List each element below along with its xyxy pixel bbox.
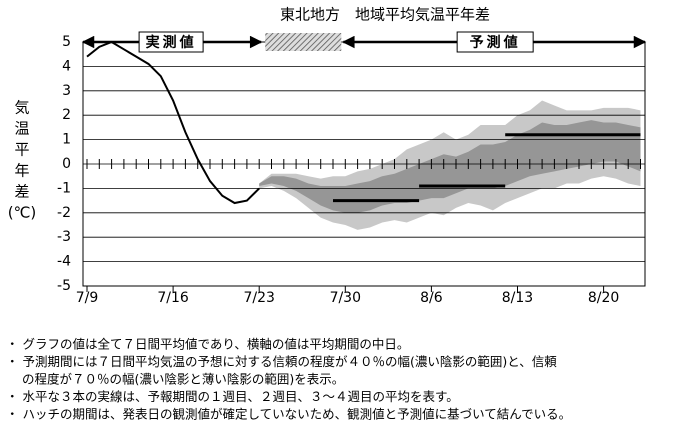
hatch-period (265, 33, 342, 51)
y-tick-label: 5 (62, 34, 71, 50)
x-tick-label: 8/6 (420, 290, 443, 306)
note: の程度が７０％の幅(濃い陰影と薄い陰影の範囲)を表示。 (22, 372, 344, 387)
x-tick-label: 7/16 (157, 290, 189, 306)
note: ・ ハッチの期間は、発表日の観測値が確定していないため、観測値と予測値に基づいて… (6, 407, 571, 422)
y-tick-label: 0 (62, 156, 71, 172)
chart-title: 東北地方 地域平均気温平年差 (280, 6, 490, 24)
y-tick-label: -3 (57, 229, 71, 245)
y-tick-label: -4 (57, 254, 71, 270)
confidence-band (259, 120, 641, 213)
y-axis-label: 年 (14, 162, 29, 180)
note: ・ 予測期間には７日間平均気温の予想に対する信頼の程度が４０％の幅(濃い陰影の範… (6, 354, 557, 369)
y-axis-label: 平 (14, 141, 29, 159)
x-tick-label: 7/30 (330, 290, 361, 306)
observed-label: 実測値 (146, 34, 197, 51)
note: ・ グラフの値は全て７日間平均値であり、横軸の値は平均期間の中日。 (6, 337, 409, 352)
x-tick-label: 8/20 (588, 290, 619, 306)
y-tick-label: 2 (62, 107, 71, 123)
y-axis-label: 差 (14, 183, 29, 201)
y-tick-label: 1 (62, 132, 71, 148)
y-axis-label: 温 (14, 120, 29, 138)
y-tick-label: 3 (62, 83, 71, 99)
label-box (138, 31, 204, 53)
label-box (456, 31, 534, 53)
note: ・ 水平な３本の実線は、予報期間の１週目、２週目、３～４週目の平均を表す。 (6, 389, 459, 404)
x-tick-label: 7/9 (76, 290, 99, 306)
y-tick-label: -5 (57, 278, 71, 294)
y-axis-label: (℃) (8, 204, 37, 222)
y-tick-label: -2 (57, 205, 71, 221)
y-axis-label: 気 (14, 99, 29, 117)
forecast-label: 予測値 (470, 34, 521, 51)
y-tick-label: 4 (62, 58, 71, 74)
x-tick-label: 8/13 (502, 290, 533, 306)
y-tick-label: -1 (57, 180, 71, 196)
x-tick-label: 7/23 (243, 290, 274, 306)
